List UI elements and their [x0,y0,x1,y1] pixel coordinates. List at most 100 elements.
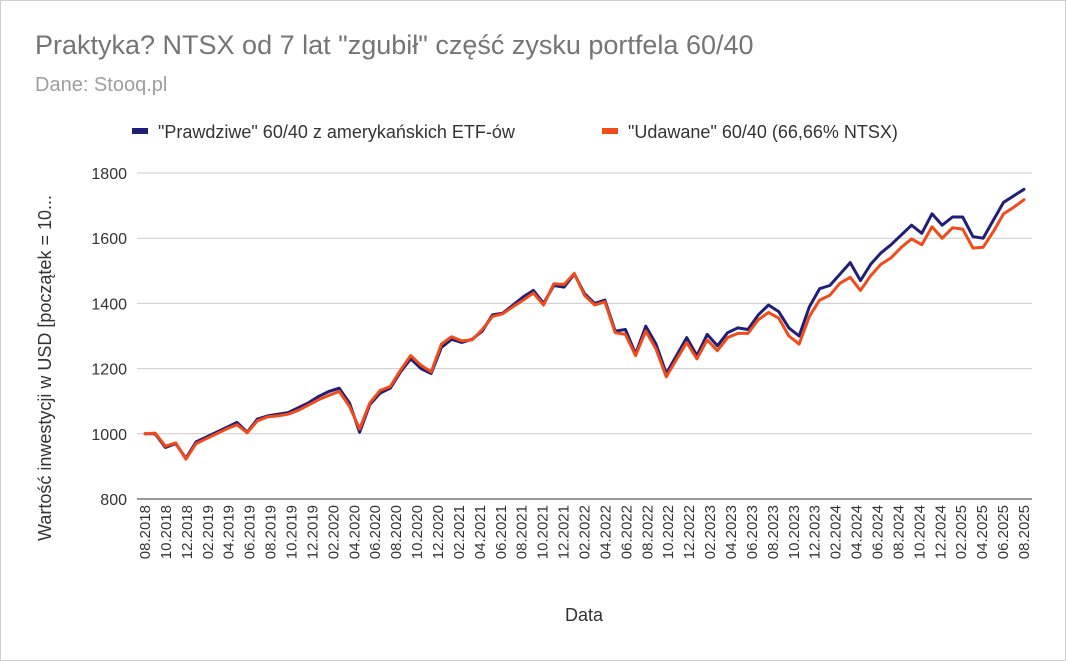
x-tick-label: 02.2022 [577,505,594,559]
data-point [205,437,208,440]
data-point [757,318,760,321]
data-point [369,402,371,404]
data-point [859,279,862,282]
data-point [829,284,831,287]
data-point [798,343,800,345]
data-point [379,389,381,392]
data-point [389,385,392,388]
data-point [788,335,790,337]
data-point [798,335,800,337]
data-point [573,272,576,275]
data-point [716,344,719,347]
legend-label: "Udawane" 60/40 (66,66% NTSX) [628,122,898,142]
data-point [399,369,402,372]
data-point [522,296,524,298]
data-point [532,289,535,292]
data-point [726,336,729,339]
x-tick-label: 12.2022 [681,505,698,559]
data-point [481,328,484,331]
legend-swatch [132,128,148,134]
x-tick-label: 02.2021 [451,505,468,559]
data-point [154,432,157,434]
x-tick-label: 08.2024 [890,505,907,559]
series-1 [143,198,1026,461]
data-point [440,343,443,345]
data-point [931,225,933,228]
data-point [624,333,627,336]
data-point [829,294,831,297]
series-line [143,187,1026,460]
data-point [910,238,913,240]
data-point [788,327,790,329]
x-tick-label: 08.2019 [263,505,280,559]
data-point [645,325,647,328]
x-tick-label: 02.2025 [953,505,970,559]
data-point [307,404,310,406]
data-point [144,433,146,435]
data-point [675,358,678,361]
data-point [900,246,903,249]
data-point [450,338,453,341]
x-tick-label: 06.2022 [618,505,635,559]
data-point [716,349,719,352]
data-point [747,328,749,331]
data-point [931,212,933,215]
x-tick-label: 02.2023 [702,505,719,559]
data-point [777,317,780,319]
data-point [1012,195,1015,197]
data-point [236,423,238,426]
data-point [297,409,300,412]
data-point [563,283,565,286]
data-point [634,354,637,357]
data-point [450,335,453,338]
data-point [512,305,514,308]
data-point [849,276,852,279]
data-point [696,358,698,360]
data-point [266,416,269,418]
data-point [1012,206,1015,209]
data-point [992,230,995,233]
data-point [757,314,760,316]
data-point [849,261,852,264]
data-point [890,243,892,246]
data-point [225,428,228,430]
data-point [338,387,340,389]
data-point [645,330,647,332]
data-point [317,398,320,401]
x-tick-label: 04.2023 [723,505,740,559]
data-point [920,243,923,246]
data-point [982,237,984,239]
data-point [317,395,320,398]
data-point [420,364,422,367]
data-point [491,315,494,318]
legend-swatch [602,128,618,134]
x-tick-label: 06.2019 [242,505,259,559]
data-point [471,339,473,341]
data-point [665,375,668,378]
data-point [1002,201,1005,204]
x-tick-label: 10.2022 [660,505,677,559]
data-point [737,332,739,335]
y-tick-label: 1600 [91,231,127,248]
x-tick-label: 04.2019 [221,505,238,559]
x-tick-label: 12.2018 [179,505,196,559]
x-tick-label: 06.2020 [367,505,384,559]
data-point [951,226,954,229]
x-tick-label: 08.2022 [639,505,656,559]
data-point [174,442,177,444]
chart-title: Praktyka? NTSX od 7 lat "zgubił" część z… [35,30,754,60]
data-point [869,263,872,266]
data-point [358,431,361,433]
data-point [338,390,340,393]
data-point [685,336,688,339]
data-point [706,339,708,341]
data-point [880,263,882,266]
data-point [348,405,351,407]
x-tick-label: 08.2025 [1016,505,1033,559]
data-point [185,458,187,461]
data-point [624,328,627,331]
data-point [655,348,657,350]
x-tick-label: 08.2023 [765,505,782,559]
